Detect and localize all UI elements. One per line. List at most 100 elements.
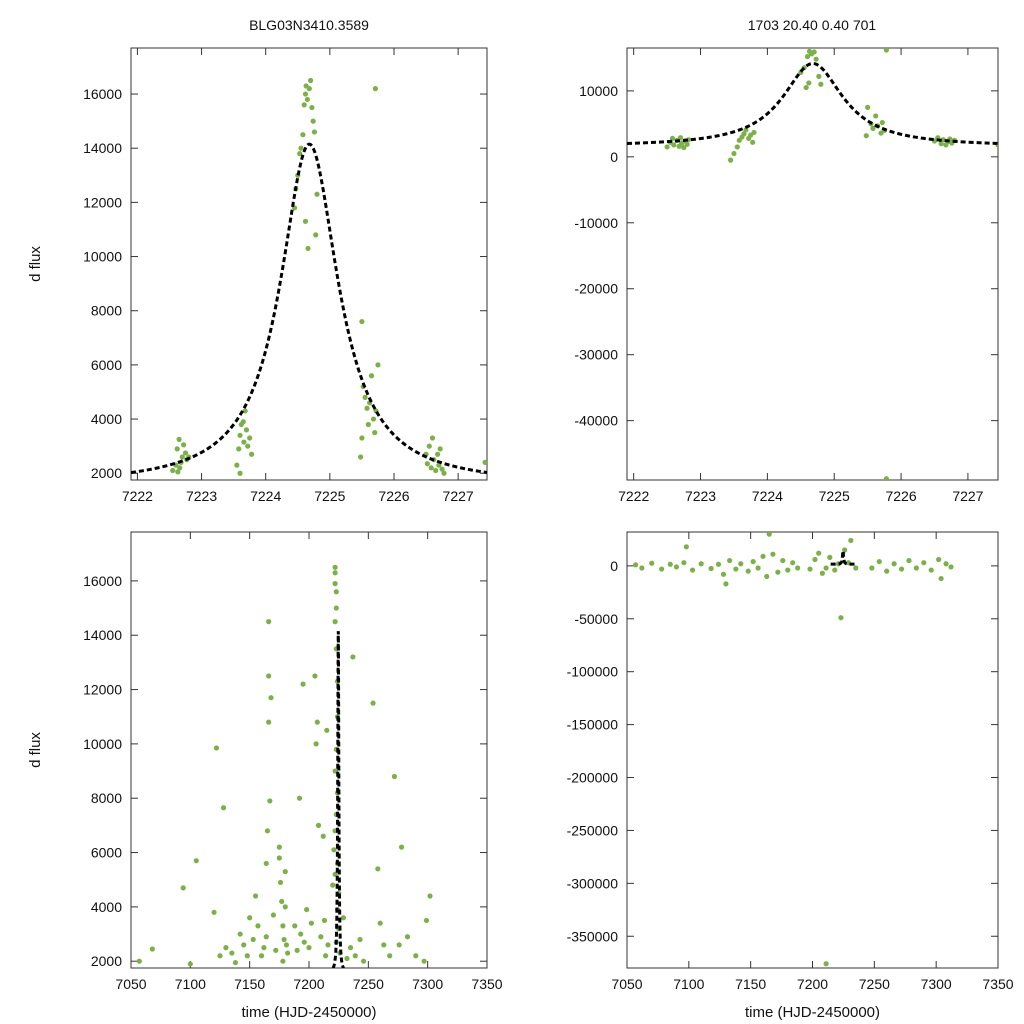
data-point <box>245 443 251 449</box>
data-point <box>728 157 734 163</box>
y-tick-label: 16000 <box>83 573 122 589</box>
data-point <box>439 466 445 472</box>
x-tick-label: 7222 <box>618 488 649 504</box>
data-point <box>283 942 290 948</box>
data-point <box>332 570 338 576</box>
data-point <box>323 953 329 959</box>
data-point <box>285 950 291 956</box>
data-point <box>175 469 181 475</box>
data-point <box>314 191 320 197</box>
data-point <box>870 125 876 132</box>
data-point <box>359 435 365 441</box>
data-point <box>667 561 673 567</box>
data-point <box>770 551 776 557</box>
data-point <box>282 904 288 910</box>
data-point <box>217 953 223 959</box>
data-point <box>280 923 286 929</box>
data-point <box>232 959 239 966</box>
y-tick-label: -30000 <box>574 347 618 363</box>
data-point <box>433 467 439 474</box>
data-point <box>375 866 381 872</box>
x-tick-label: 7050 <box>611 976 642 992</box>
data-point <box>755 565 761 571</box>
data-point <box>306 945 312 951</box>
data-point <box>237 931 243 937</box>
data-point <box>437 446 443 452</box>
data-point <box>333 605 339 611</box>
data-point <box>304 906 310 913</box>
panel-zoom-full: 7222 7223 7224 7225 7226 7227 -40000 -30000 -200… <box>574 47 999 504</box>
plot-frame <box>626 531 999 969</box>
x-tick-label: 7224 <box>752 488 783 504</box>
data-point <box>426 443 432 449</box>
y-tick-label: 14000 <box>83 140 122 156</box>
y-tick-label: 10000 <box>579 83 618 99</box>
data-point <box>352 953 358 959</box>
data-point <box>807 566 813 572</box>
data-point <box>179 454 185 460</box>
data-point <box>751 129 757 136</box>
data-point <box>182 450 189 456</box>
model-curve <box>830 548 856 566</box>
data-point <box>764 573 770 580</box>
y-axis-label: d flux <box>27 246 44 282</box>
y-tick-label: 6000 <box>91 845 122 861</box>
data-point <box>906 557 912 564</box>
data-point <box>938 575 944 582</box>
data-point <box>883 476 889 480</box>
data-point <box>313 232 319 238</box>
data-point <box>344 955 350 962</box>
data-point <box>816 73 822 79</box>
data-point <box>220 805 227 811</box>
data-point <box>811 49 817 55</box>
y-tick-label: 6000 <box>91 357 122 373</box>
y-tick-label: 12000 <box>83 194 122 210</box>
y-tick-label: -100000 <box>567 664 619 680</box>
x-tick-label: 7350 <box>471 976 502 992</box>
data-point <box>292 923 298 929</box>
data-point <box>359 318 365 325</box>
data-point <box>333 589 339 595</box>
data-point <box>731 150 737 157</box>
data-point <box>266 719 272 725</box>
data-point <box>347 945 354 951</box>
data-point <box>838 615 844 621</box>
data-point <box>360 958 367 964</box>
x-tick-label: 7226 <box>378 488 409 504</box>
y-tick-label: 2000 <box>91 953 122 969</box>
y-tick-label: 4000 <box>91 411 122 427</box>
data-point <box>253 893 259 899</box>
data-point <box>883 48 889 53</box>
data-point <box>248 451 255 457</box>
plot-frame <box>626 47 999 481</box>
data-point <box>766 532 772 537</box>
data-point <box>428 465 434 471</box>
data-point <box>750 559 756 565</box>
data-point <box>898 566 905 572</box>
data-point <box>330 882 336 888</box>
data-point <box>760 553 766 559</box>
data-point <box>324 727 330 733</box>
data-point <box>187 961 193 967</box>
data-point <box>332 871 338 877</box>
data-point <box>240 419 246 425</box>
y-tick-label: 0 <box>610 149 618 165</box>
data-point <box>321 917 328 924</box>
data-point <box>298 145 304 151</box>
data-point <box>247 915 253 921</box>
data-point <box>818 81 824 87</box>
data-point <box>842 547 848 553</box>
data-point <box>300 681 306 687</box>
data-point <box>241 942 247 948</box>
y-tick-label: 10000 <box>83 736 122 752</box>
data-point <box>268 695 274 701</box>
data-point <box>247 435 253 441</box>
data-point <box>312 673 318 679</box>
data-point <box>237 470 243 476</box>
data-point <box>940 137 946 143</box>
data-point <box>332 581 338 587</box>
data-point <box>358 454 364 460</box>
data-point <box>297 151 303 157</box>
data-point <box>869 565 875 571</box>
x-tick-label: 7300 <box>921 976 952 992</box>
